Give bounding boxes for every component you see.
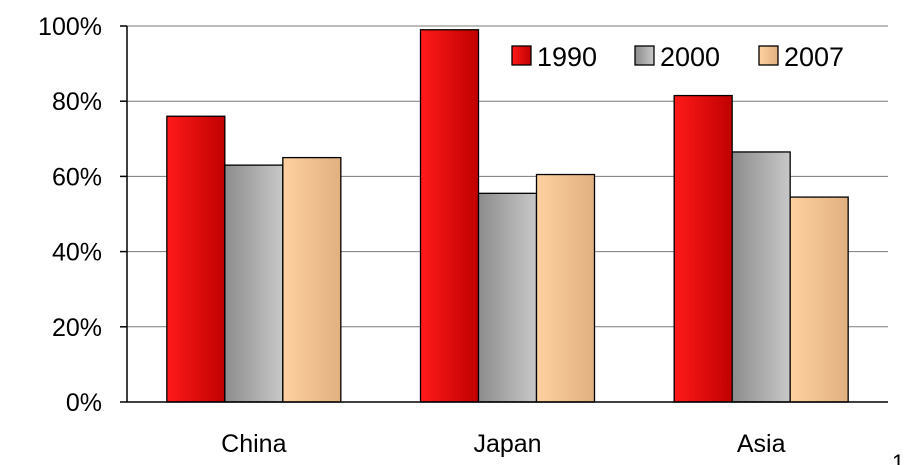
- y-tick-label: 40%: [52, 239, 102, 267]
- y-tick-label: 20%: [52, 314, 102, 342]
- y-tick-label: 100%: [38, 13, 102, 41]
- bar-china-2000: [224, 164, 284, 403]
- y-tick-label: 80%: [52, 88, 102, 116]
- axes: [120, 25, 888, 403]
- bar-china-2007: [282, 156, 342, 403]
- x-category-label: Japan: [473, 430, 541, 458]
- legend: 1990 2000 2007: [511, 42, 844, 72]
- y-tick-label: 0%: [66, 389, 102, 417]
- legend-label-2007: 2007: [784, 42, 844, 72]
- legend-swatch-2007: [758, 45, 779, 66]
- bar-asia-1990: [673, 94, 733, 403]
- bar-japan-2007: [535, 173, 596, 403]
- legend-swatch-1990: [511, 45, 532, 66]
- bar-asia-2000: [731, 151, 791, 403]
- bar-japan-1990: [419, 29, 480, 403]
- bar-asia-2007: [789, 196, 849, 403]
- bar-china-1990: [166, 115, 226, 403]
- x-category-label: Asia: [737, 430, 786, 458]
- legend-label-2000: 2000: [660, 42, 720, 72]
- legend-label-1990: 1990: [537, 42, 597, 72]
- x-category-label: China: [221, 430, 286, 458]
- bar-japan-2000: [477, 192, 538, 403]
- bars: [166, 29, 849, 403]
- legend-swatch-2000: [634, 45, 655, 66]
- page-number: 1: [892, 450, 904, 465]
- y-tick-label: 60%: [52, 163, 102, 191]
- axis-labels: 0% 20% 40% 60% 80% 100% China Japan Asia: [38, 13, 786, 458]
